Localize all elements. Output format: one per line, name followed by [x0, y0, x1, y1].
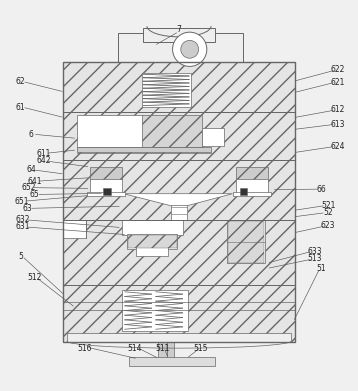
Bar: [141, 73, 192, 107]
Text: 512: 512: [27, 273, 42, 282]
Text: 623: 623: [321, 221, 335, 230]
Text: 66: 66: [317, 185, 326, 194]
Bar: [67, 333, 291, 342]
Text: 513: 513: [307, 255, 322, 264]
Bar: [122, 290, 188, 331]
Text: 62: 62: [15, 77, 25, 86]
Bar: [143, 28, 215, 42]
Bar: [128, 235, 176, 248]
Bar: [90, 179, 122, 194]
Text: 6: 6: [29, 130, 33, 139]
Bar: [118, 32, 243, 62]
Text: 514: 514: [127, 344, 142, 353]
Text: 7: 7: [176, 25, 182, 34]
Bar: [141, 115, 202, 147]
Text: 652: 652: [22, 183, 37, 192]
Bar: [77, 115, 143, 147]
Text: 642: 642: [36, 156, 51, 165]
Text: 631: 631: [15, 222, 30, 231]
Bar: [87, 192, 125, 196]
Bar: [63, 221, 295, 285]
Text: 621: 621: [330, 77, 345, 86]
Bar: [136, 247, 168, 256]
Text: 5: 5: [18, 252, 23, 261]
Bar: [240, 188, 247, 195]
Text: 52: 52: [323, 208, 333, 217]
Text: 611: 611: [36, 149, 51, 158]
Bar: [129, 357, 215, 366]
Text: 64: 64: [26, 165, 36, 174]
Text: 622: 622: [330, 65, 345, 74]
Text: 651: 651: [15, 197, 29, 206]
Text: 521: 521: [321, 201, 335, 210]
Bar: [63, 62, 295, 112]
Bar: [227, 221, 265, 263]
Bar: [103, 188, 111, 195]
Bar: [127, 234, 177, 249]
Bar: [236, 179, 268, 194]
Bar: [236, 167, 268, 180]
Text: 624: 624: [330, 142, 345, 151]
Bar: [233, 192, 271, 196]
Bar: [63, 112, 295, 160]
Bar: [90, 167, 122, 180]
Circle shape: [181, 40, 199, 58]
Bar: [228, 221, 264, 262]
Text: 516: 516: [77, 344, 92, 353]
Polygon shape: [124, 194, 232, 215]
Text: 51: 51: [317, 264, 326, 273]
Text: 65: 65: [30, 190, 39, 199]
Text: 515: 515: [193, 344, 208, 353]
Bar: [158, 339, 166, 360]
Text: 61: 61: [15, 102, 25, 111]
Text: 612: 612: [330, 106, 345, 115]
Bar: [63, 160, 295, 221]
Text: 63: 63: [23, 204, 32, 213]
Text: 632: 632: [15, 215, 30, 224]
Text: 511: 511: [156, 344, 170, 353]
Bar: [171, 206, 187, 221]
Bar: [63, 221, 86, 238]
Bar: [63, 62, 295, 342]
Bar: [63, 285, 295, 342]
Bar: [166, 339, 174, 360]
Bar: [77, 147, 211, 152]
Text: 613: 613: [330, 120, 345, 129]
Circle shape: [173, 32, 207, 66]
Bar: [122, 221, 183, 235]
Text: 641: 641: [27, 177, 42, 186]
Text: 633: 633: [307, 247, 322, 256]
Bar: [202, 129, 224, 146]
Bar: [171, 207, 187, 214]
